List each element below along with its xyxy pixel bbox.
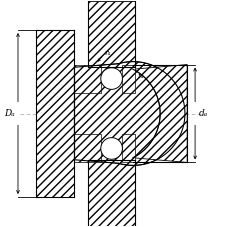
Polygon shape — [122, 64, 135, 93]
Text: dₐ: dₐ — [198, 109, 207, 118]
Polygon shape — [36, 30, 74, 197]
Circle shape — [100, 138, 122, 159]
Circle shape — [100, 68, 122, 89]
Text: rₐ: rₐ — [137, 72, 143, 80]
Polygon shape — [74, 64, 100, 93]
Polygon shape — [132, 64, 186, 163]
Text: Dₐ: Dₐ — [4, 109, 14, 118]
Polygon shape — [74, 62, 184, 165]
Polygon shape — [87, 160, 135, 226]
Polygon shape — [87, 1, 135, 67]
Polygon shape — [74, 134, 100, 163]
Text: rₐ: rₐ — [104, 49, 111, 57]
Polygon shape — [122, 134, 135, 163]
